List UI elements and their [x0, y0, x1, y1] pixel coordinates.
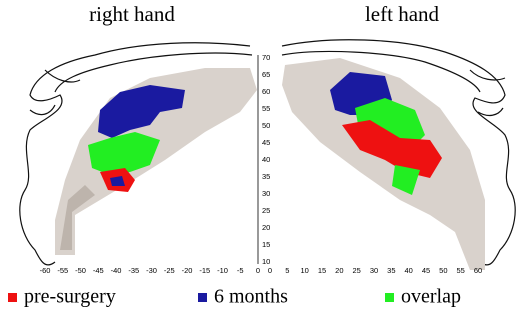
- x-tick-label: 35: [387, 266, 395, 275]
- x-tick-label: 15: [318, 266, 326, 275]
- x-tick-label: -55: [57, 266, 68, 275]
- figure: right hand left hand 7065605550454035302…: [0, 0, 527, 318]
- y-tick-label: 60: [262, 87, 270, 96]
- y-tick-label: 45: [262, 138, 270, 147]
- y-tick-label: 10: [262, 257, 270, 266]
- legend-label: pre-surgery: [24, 286, 116, 308]
- x-tick-label: -60: [40, 266, 51, 275]
- y-tick-label: 15: [262, 240, 270, 249]
- x-tick-label: 5: [285, 266, 289, 275]
- legend-swatch: [385, 293, 394, 302]
- y-tick-label: 25: [262, 206, 270, 215]
- x-tick-label: -50: [75, 266, 86, 275]
- y-tick-label: 55: [262, 104, 270, 113]
- legend-swatch: [198, 293, 207, 302]
- x-tick-label: 30: [370, 266, 378, 275]
- y-tick-label: 65: [262, 70, 270, 79]
- y-tick-label: 50: [262, 121, 270, 130]
- x-tick-label: 50: [439, 266, 447, 275]
- y-tick-label: 35: [262, 172, 270, 181]
- left-hand-map: [282, 58, 485, 270]
- x-tick-label: 20: [335, 266, 343, 275]
- y-tick-label: 20: [262, 223, 270, 232]
- x-tick-label: -45: [93, 266, 104, 275]
- x-tick-label: -30: [146, 266, 157, 275]
- x-tick-label: 0: [268, 266, 272, 275]
- legend-label: overlap: [401, 286, 461, 308]
- x-tick-label: -20: [182, 266, 193, 275]
- x-tick-label: 40: [404, 266, 412, 275]
- x-tick-label: 10: [300, 266, 308, 275]
- x-tick-label: 0: [256, 266, 260, 275]
- x-tick-label: -5: [237, 266, 244, 275]
- x-tick-label: -40: [111, 266, 122, 275]
- x-tick-label: 55: [456, 266, 464, 275]
- panel-title: left hand: [365, 2, 440, 26]
- right-hand-map: [55, 68, 257, 255]
- x-tick-label: -10: [217, 266, 228, 275]
- x-tick-label: 60: [474, 266, 482, 275]
- x-tick-label: -25: [164, 266, 175, 275]
- x-tick-label: -15: [199, 266, 210, 275]
- panel-title: right hand: [89, 2, 175, 26]
- y-tick-label: 40: [262, 155, 270, 164]
- x-tick-label: 45: [422, 266, 430, 275]
- legend-label: 6 months: [214, 286, 288, 308]
- y-tick-label: 70: [262, 53, 270, 62]
- x-tick-label: -35: [128, 266, 139, 275]
- x-tick-label: 25: [352, 266, 360, 275]
- y-tick-label: 30: [262, 189, 270, 198]
- legend-swatch: [8, 293, 17, 302]
